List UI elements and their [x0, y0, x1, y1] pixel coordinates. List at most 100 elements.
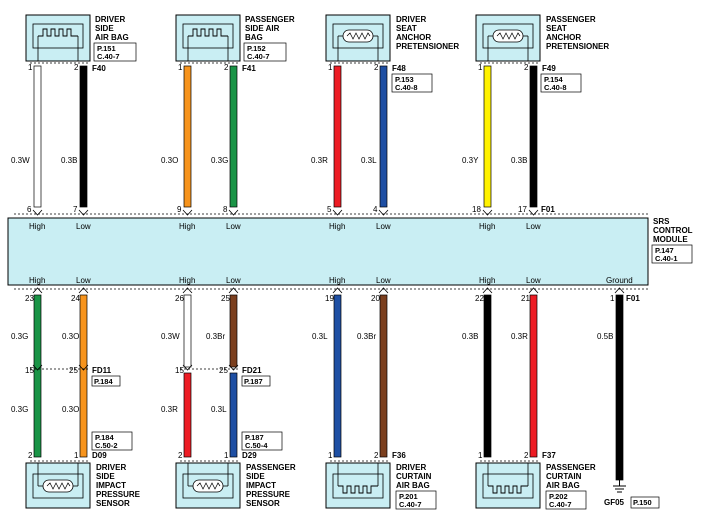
chevrons	[32, 287, 625, 294]
pin-number: 1	[224, 451, 229, 460]
page-ref: P.147	[655, 246, 674, 255]
inline-connector-fd21: FD21 P.187	[180, 364, 271, 387]
module-pin-label: High	[479, 276, 495, 285]
bottom-wire-5: 20 0.3Br 2	[357, 294, 388, 460]
wire-spec: 0.3R	[161, 405, 178, 414]
component-name: BAG	[245, 33, 263, 42]
component-name: ANCHOR	[396, 33, 431, 42]
page-ref: P.154	[544, 75, 563, 84]
component-name: DRIVER	[396, 15, 426, 24]
ref-box	[651, 244, 693, 264]
component-name: DRIVER	[96, 463, 126, 472]
resistor-zigzag	[46, 482, 71, 490]
component-frame	[482, 473, 534, 499]
pin-number: 17	[518, 205, 527, 214]
component-name: SENSOR	[246, 499, 280, 508]
module-pin-label: Ground	[606, 276, 633, 285]
ground-icon	[613, 480, 626, 493]
page-ref: P.201	[399, 492, 418, 501]
ref-box	[241, 375, 271, 387]
connector-id: F48	[392, 64, 406, 73]
pin-number: 1	[328, 451, 333, 460]
bottom-wire-0: 23 0.3G 15 0.3G 2	[11, 294, 42, 460]
resistor-icon	[192, 479, 224, 493]
connector-id: F01	[626, 294, 640, 303]
component-frame	[182, 473, 234, 499]
wire-upper	[229, 294, 238, 368]
component-name: IMPACT	[96, 481, 126, 490]
connector-id: F36	[392, 451, 406, 460]
ref-box	[545, 490, 587, 510]
module-pin-label: Low	[76, 222, 91, 231]
resistor-icon	[342, 29, 374, 43]
pin-number: 1	[478, 63, 483, 72]
pin-number: 2	[178, 451, 183, 460]
wire-spec: 0.3R	[511, 332, 528, 341]
bottom-wire-8-ground: 1 0.5B GF05 P.150	[597, 294, 660, 509]
component-name: PRETENSIONER	[546, 42, 609, 51]
wire-spec: 0.3O	[62, 332, 79, 341]
module-name: CONTROL	[653, 226, 693, 235]
pin-number: 19	[325, 294, 334, 303]
component-box	[175, 14, 241, 62]
component-name: PASSENGER	[546, 463, 596, 472]
chevron	[32, 364, 43, 371]
pin-number: 4	[373, 205, 378, 214]
component-frame	[32, 23, 84, 49]
module-pin-label: High	[29, 276, 45, 285]
top-wire-1: 2 0.3B 7	[61, 63, 88, 214]
wire	[615, 294, 624, 481]
page-ref: P.150	[633, 498, 652, 507]
component-name: AIR BAG	[95, 33, 129, 42]
srs-control-module: High Low High Low High Low High Low High…	[7, 217, 693, 286]
wire	[33, 65, 42, 208]
bottom-wire-4: 19 0.3L 1	[312, 294, 342, 460]
connector-id: FD21	[242, 366, 262, 375]
wire-spec: 0.3G	[11, 405, 28, 414]
component-name: PASSENGER	[246, 463, 296, 472]
top-wire-0: 1 0.3W 6	[11, 63, 42, 214]
pin-number: 26	[175, 294, 184, 303]
wire-spec: 0.3B	[462, 332, 478, 341]
connector-ref: C.40-8	[544, 83, 567, 92]
page-ref: P.151	[97, 44, 116, 53]
pin-number: 1	[178, 63, 183, 72]
component-box	[25, 14, 91, 62]
ref-box	[391, 73, 433, 93]
top-component-passenger-side-air-bag: PASSENGER SIDE AIR BAG P.152 C.40-7 F41	[175, 14, 295, 73]
top-component-passenger-seat-anchor-pretensioner: PASSENGER SEAT ANCHOR PRETENSIONER F49 P…	[475, 14, 609, 93]
component-frame	[332, 23, 384, 49]
ref-box	[540, 73, 582, 93]
module-name: MODULE	[653, 235, 688, 244]
pin-number: 2	[374, 451, 379, 460]
top-component-driver-seat-anchor-pretensioner: DRIVER SEAT ANCHOR PRETENSIONER F48 P.15…	[325, 14, 459, 93]
wire	[333, 294, 342, 458]
bottom-wire-1: 24 0.3O 25 0.3O 1	[62, 294, 88, 460]
chevron	[228, 364, 239, 371]
wire	[183, 372, 192, 458]
component-name: PRESSURE	[246, 490, 291, 499]
component-name: PASSENGER	[245, 15, 295, 24]
pin-number: 15	[25, 366, 34, 375]
wire-spec: 0.3L	[211, 405, 227, 414]
pin-number: 21	[521, 294, 530, 303]
module-name: SRS	[653, 217, 670, 226]
wire	[79, 65, 88, 208]
connector-id: F01	[541, 205, 555, 214]
module-pin-label: Low	[376, 276, 391, 285]
top-wire-7: 2 0.3B 17	[511, 63, 538, 214]
wire	[183, 65, 192, 208]
pin-number: 1	[478, 451, 483, 460]
component-name: AIR BAG	[546, 481, 580, 490]
wire	[529, 65, 538, 208]
pin-number: 24	[71, 294, 80, 303]
wire-spec: 0.3Y	[462, 156, 479, 165]
bottom-component-passenger-side-impact-pressure-sensor: D29 P.187 C.50-4 PASSENGER SIDE IMPACT P…	[175, 431, 296, 509]
wire-spec: 0.3B	[61, 156, 77, 165]
pin-number: 25	[219, 366, 228, 375]
chevrons	[32, 209, 539, 216]
wire-spec: 0.3L	[361, 156, 377, 165]
wire-spec: 0.3O	[161, 156, 178, 165]
connector-ref: C.40-1	[655, 254, 678, 263]
